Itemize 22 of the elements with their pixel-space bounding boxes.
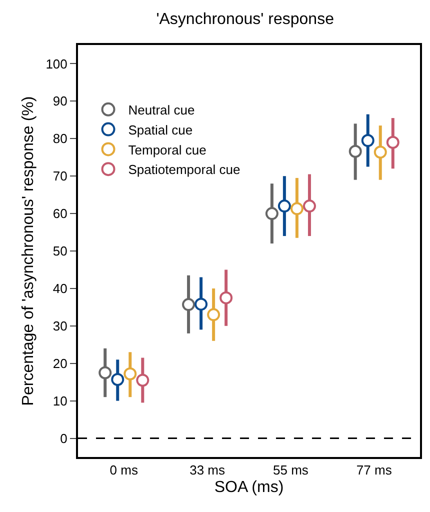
y-tick-label: 50 — [52, 244, 68, 259]
x-tick-label: 33 ms — [190, 462, 226, 478]
chart-title: 'Asynchronous' response — [156, 11, 334, 28]
y-tick-label: 10 — [52, 393, 68, 408]
x-axis-title: SOA (ms) — [214, 478, 284, 496]
y-tick-label: 0 — [60, 430, 68, 446]
legend-label: Temporal cue — [128, 142, 206, 158]
legend-label: Neutral cue — [128, 102, 195, 118]
y-tick-label: 60 — [52, 206, 68, 222]
x-tick-label: 0 ms — [110, 462, 138, 478]
y-tick-label: 80 — [52, 131, 68, 146]
y-axis-title: Percentage of 'asynchronous' response (%) — [20, 96, 38, 406]
x-tick-label: 55 ms — [273, 462, 309, 478]
y-tick-label: 70 — [52, 168, 68, 184]
legend-label: Spatiotemporal cue — [128, 162, 240, 178]
y-tick-label: 100 — [46, 56, 68, 72]
y-tick-label: 30 — [52, 318, 68, 334]
y-tick-label: 40 — [52, 281, 68, 296]
y-tick-label: 20 — [52, 356, 68, 371]
y-tick-label: 90 — [52, 94, 68, 109]
x-tick-label: 77 ms — [356, 462, 392, 478]
legend-label: Spatial cue — [128, 122, 193, 138]
